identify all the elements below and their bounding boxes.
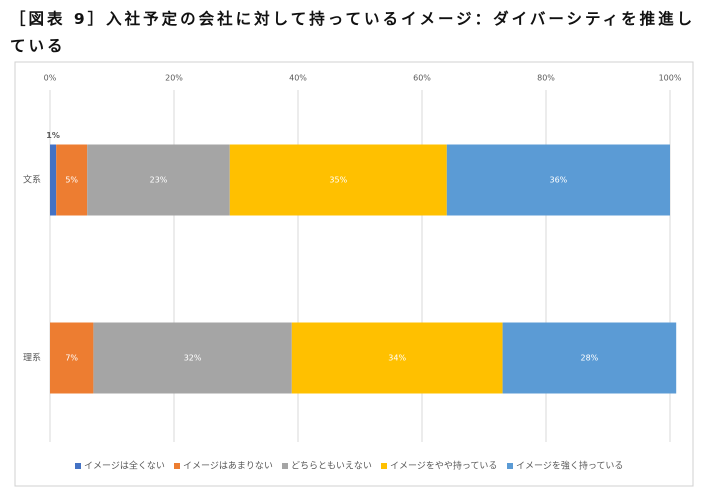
legend-swatch [507, 463, 513, 469]
legend-swatch [174, 463, 180, 469]
chart-title: ［図表 9］入社予定の会社に対して持っているイメージ：ダイバーシティを推進してい… [10, 10, 696, 55]
legend-swatch [75, 463, 81, 469]
x-tick-label: 20% [165, 74, 183, 83]
legend-label: イメージをやや持っている [390, 460, 497, 472]
x-tick-label: 40% [289, 74, 307, 83]
data-label: 7% [65, 354, 78, 363]
y-tick-label: 文系 [23, 174, 41, 186]
y-tick-label: 理系 [23, 353, 41, 364]
bar-segment [229, 144, 447, 216]
bar-segment [446, 144, 670, 216]
data-label: 32% [184, 354, 202, 363]
legend-swatch [381, 463, 387, 469]
data-label: 5% [65, 176, 78, 185]
data-label: 36% [550, 176, 568, 185]
data-label: 34% [388, 354, 406, 363]
bar-segment [93, 322, 292, 394]
bar-segment [87, 144, 230, 216]
bar-segment [291, 322, 503, 394]
x-tick-label: 0% [44, 74, 57, 83]
legend-swatch [282, 463, 288, 469]
x-tick-label: 100% [659, 74, 682, 83]
data-label: 23% [150, 176, 168, 185]
data-label: 28% [581, 354, 599, 363]
x-tick-label: 60% [413, 74, 431, 83]
legend-label: イメージはあまりない [183, 461, 273, 472]
x-tick-label: 80% [537, 74, 555, 83]
legend-label: イメージは全くない [84, 460, 165, 472]
data-label: 1% [46, 131, 60, 140]
chart-frame [14, 61, 694, 487]
legend-label: イメージを強く持っている [516, 460, 623, 472]
bar-segment [50, 322, 94, 394]
bar-segment [50, 144, 57, 216]
legend-label: どちらともいえない [291, 461, 372, 472]
data-label: 35% [329, 176, 347, 185]
bar-segment [502, 322, 677, 394]
bar-segment [56, 144, 88, 216]
